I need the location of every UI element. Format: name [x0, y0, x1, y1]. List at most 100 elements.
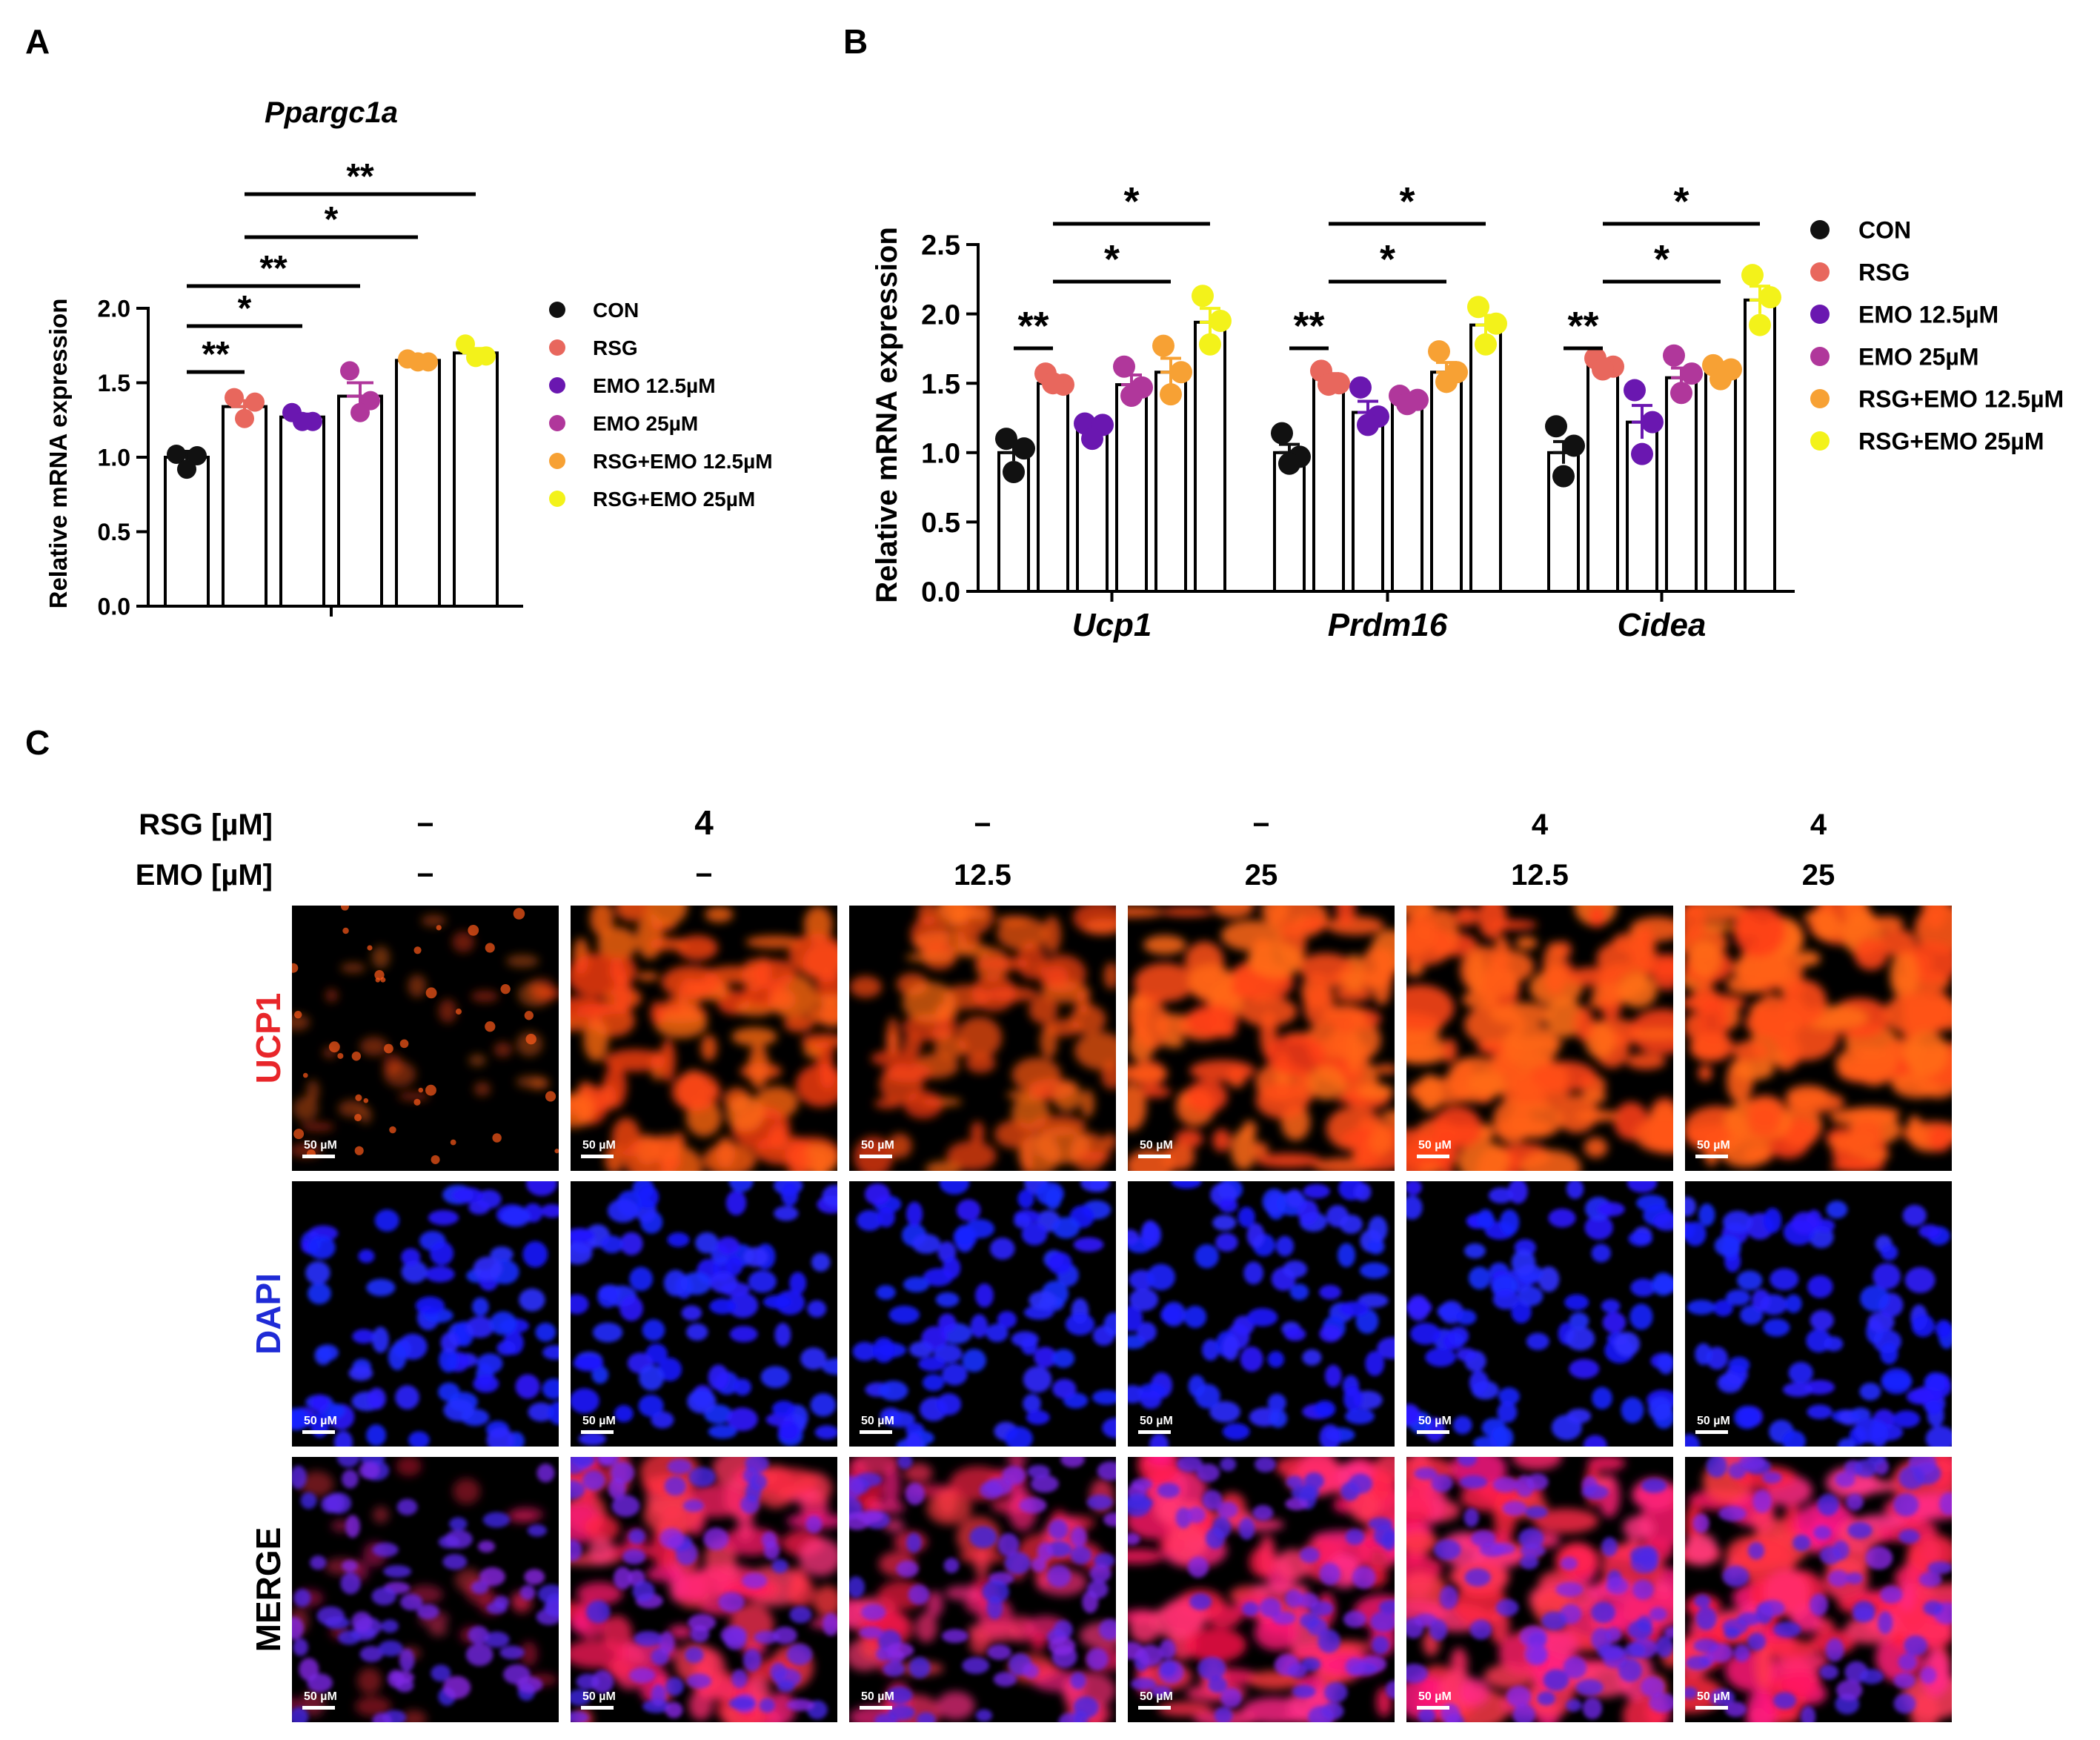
ucp1-blob	[1406, 914, 1435, 957]
merge-nucleus	[1515, 1475, 1535, 1498]
nucleus	[486, 1427, 515, 1447]
nucleus	[942, 1363, 968, 1386]
ucp1-blob	[293, 1096, 319, 1121]
merge-red-blob	[1489, 1607, 1510, 1644]
nucleus	[490, 1246, 514, 1263]
ucp1-blob	[771, 989, 797, 1011]
micrograph-content	[292, 1181, 559, 1447]
x-tick-label: Ucp1	[1072, 607, 1152, 643]
nucleus	[1583, 1435, 1607, 1447]
nucleus	[525, 1181, 557, 1196]
merge-nucleus	[1537, 1691, 1555, 1706]
merge-red-blob	[1750, 1508, 1775, 1533]
merge-nucleus	[688, 1467, 716, 1487]
ucp1-signal	[1406, 906, 1673, 1171]
ucp1-blob	[925, 1160, 961, 1171]
nucleus	[1286, 1189, 1303, 1208]
nucleus	[728, 1181, 754, 1192]
merge-nucleus	[1739, 1457, 1766, 1470]
ucp1-blob	[1719, 1134, 1772, 1168]
nucleus	[789, 1272, 807, 1295]
ucp1-blob	[1011, 1057, 1062, 1092]
nucleus	[476, 1353, 503, 1374]
merge-nucleus	[1031, 1557, 1046, 1573]
ucp1-blob	[1574, 1109, 1619, 1122]
nucleus	[1140, 1221, 1162, 1249]
merge-nucleus	[1939, 1492, 1952, 1515]
scale-bar	[1138, 1706, 1171, 1710]
ucp1-blob	[1455, 906, 1478, 926]
bar-2-0	[279, 415, 325, 608]
merge-red-blob	[668, 1624, 694, 1639]
ucp1-blob	[1441, 1134, 1454, 1171]
ucp1-blob	[700, 1035, 717, 1061]
ucp1-blob	[648, 937, 688, 951]
nucleus	[1717, 1372, 1743, 1393]
merge-nucleus	[1159, 1639, 1176, 1660]
scale-bar	[302, 1706, 335, 1710]
merge-nucleus	[1847, 1521, 1873, 1539]
legend-entry: RSG	[593, 336, 638, 359]
merge-nucleus	[943, 1558, 960, 1573]
channel-label-ucp1: UCP1	[249, 993, 288, 1084]
merge-nucleus	[1502, 1501, 1527, 1516]
ucp1-blob	[1133, 1001, 1170, 1050]
merge-nucleus	[975, 1709, 993, 1722]
ucp1-blob	[1726, 974, 1766, 994]
nucleus	[430, 1241, 454, 1266]
ucp1-speck	[363, 1098, 369, 1103]
merge-nucleus	[749, 1472, 768, 1491]
data-point	[1428, 340, 1450, 363]
chart-b-significance: ************	[1014, 179, 1760, 351]
ucp1-blob	[661, 965, 720, 999]
chart-b-legend: CON RSG EMO 12.5µM EMO 25µM RSG+EMO 12.5µM RS…	[1810, 217, 2064, 455]
ucp1-blob	[615, 906, 649, 922]
merge-red-blob	[1406, 1478, 1431, 1516]
merge-nucleus	[1641, 1478, 1667, 1493]
merge-nucleus	[1524, 1642, 1548, 1666]
micrograph-ucp1-2: 50 µM	[571, 906, 837, 1171]
nucleus	[1924, 1400, 1942, 1415]
merge-nucleus	[1004, 1552, 1031, 1575]
ucp1-blob	[1266, 1034, 1325, 1076]
nucleus	[1455, 1309, 1477, 1325]
scale-bar	[860, 1155, 892, 1158]
ucp1-blob	[1255, 1082, 1309, 1119]
merge-nucleus	[1846, 1493, 1864, 1511]
merge-red-blob	[1006, 1457, 1027, 1466]
data-point	[408, 352, 428, 372]
merge-nucleus	[1457, 1457, 1478, 1467]
chart-a-title: Ppargc1a	[265, 96, 398, 129]
scale-bar	[1695, 1706, 1728, 1710]
merge-nucleus	[378, 1640, 403, 1657]
ucp1-blob	[946, 1140, 997, 1171]
ucp1-speck	[425, 1084, 436, 1096]
merge-nucleus	[770, 1662, 788, 1681]
merge-nucleus	[516, 1676, 543, 1693]
emo-dose-label: 12.5	[1511, 859, 1569, 891]
merge-nucleus	[942, 1629, 968, 1644]
micrograph-dapi-3: 50 µM	[849, 1181, 1116, 1447]
nucleus	[1359, 1262, 1389, 1279]
ucp1-blob	[975, 956, 1030, 972]
scale-bar-label: 50 µM	[1140, 1415, 1173, 1427]
nucleus	[1626, 1181, 1658, 1193]
merge-nucleus	[773, 1626, 797, 1644]
nucleus	[857, 1209, 883, 1232]
ucp1-blob	[1261, 906, 1289, 926]
merge-nucleus	[1752, 1490, 1772, 1513]
ucp1-speck	[384, 1043, 393, 1054]
nucleus	[1695, 1343, 1712, 1366]
ucp1-speck	[485, 943, 495, 953]
ucp1-blob	[398, 1092, 430, 1101]
nucleus	[708, 1424, 737, 1439]
nucleus	[1406, 1404, 1421, 1424]
ucp1-blob	[597, 926, 637, 961]
nucleus	[1782, 1430, 1806, 1447]
scale-bar	[1417, 1706, 1449, 1710]
ucp1-blob	[1163, 1037, 1185, 1048]
ucp1-blob	[1128, 1149, 1174, 1171]
merge-nucleus	[622, 1548, 646, 1565]
merge-nucleus	[611, 1495, 640, 1517]
nucleus	[680, 1272, 712, 1295]
